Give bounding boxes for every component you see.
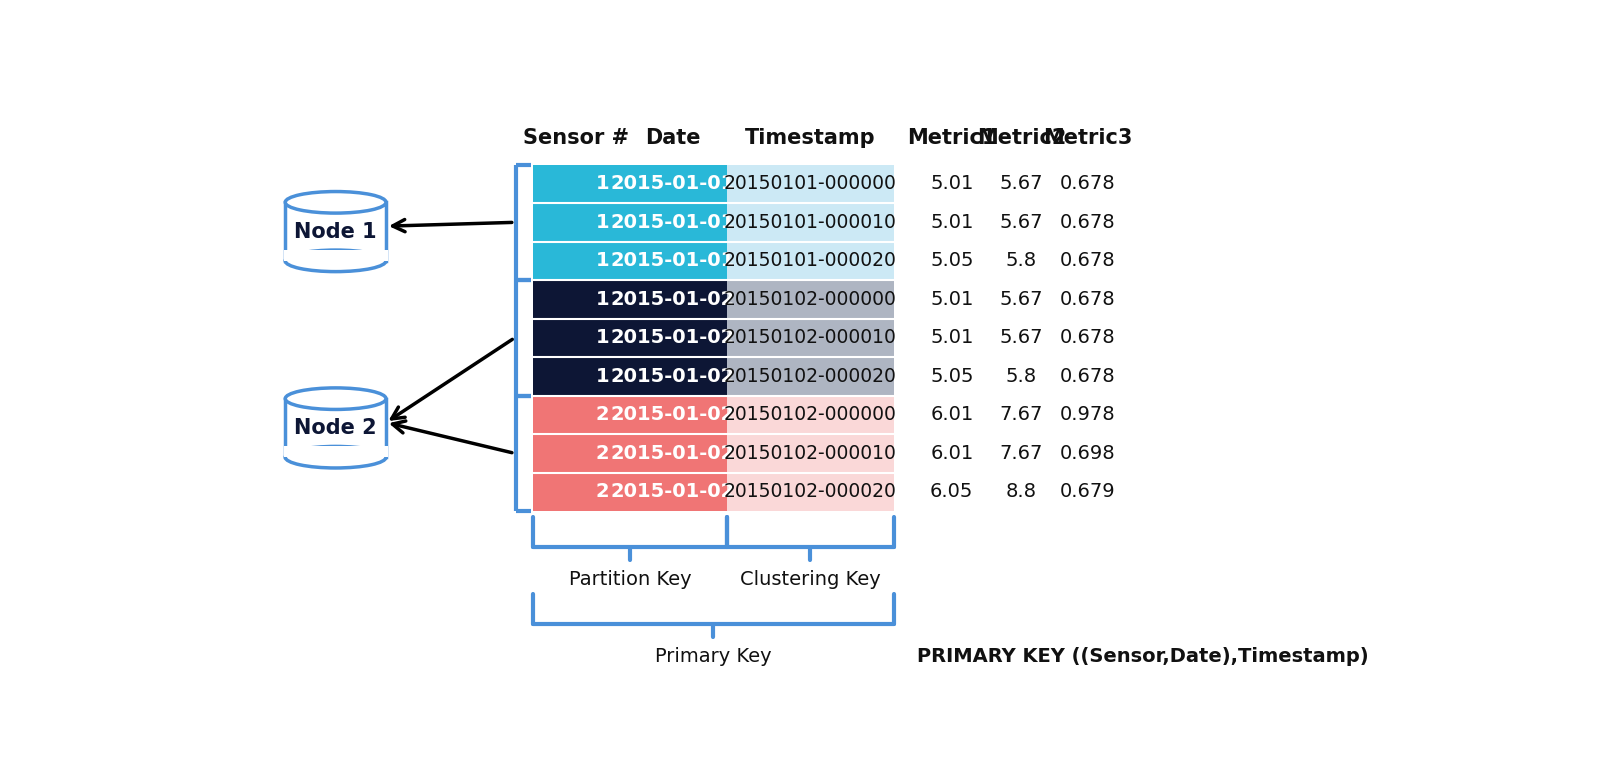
- Bar: [726, 319, 894, 357]
- Text: 20150101-000020: 20150101-000020: [723, 251, 896, 271]
- Text: 5.8: 5.8: [1006, 367, 1037, 386]
- Text: 6.05: 6.05: [930, 482, 973, 501]
- Text: 1: 1: [595, 213, 610, 232]
- Text: 20150102-000020: 20150102-000020: [723, 482, 896, 501]
- Text: 5.8: 5.8: [1006, 251, 1037, 271]
- Text: 2015-01-01: 2015-01-01: [611, 251, 734, 271]
- Text: 0.678: 0.678: [1059, 174, 1115, 194]
- Text: 1: 1: [595, 367, 610, 386]
- Bar: [533, 242, 726, 280]
- Text: 2015-01-02: 2015-01-02: [611, 328, 734, 347]
- Text: 5.01: 5.01: [930, 290, 973, 309]
- Text: 20150101-000010: 20150101-000010: [723, 213, 896, 232]
- Ellipse shape: [285, 447, 386, 468]
- Bar: [533, 434, 726, 472]
- Bar: [726, 280, 894, 319]
- Text: 5.01: 5.01: [930, 328, 973, 347]
- Text: Sensor #: Sensor #: [523, 128, 629, 148]
- Bar: [533, 395, 726, 434]
- Text: Node 2: Node 2: [294, 418, 378, 438]
- Text: 5.67: 5.67: [1000, 328, 1043, 347]
- Text: 0.978: 0.978: [1059, 405, 1115, 424]
- Bar: [283, 447, 387, 457]
- Text: 0.678: 0.678: [1059, 367, 1115, 386]
- Text: Date: Date: [645, 128, 701, 148]
- Bar: [726, 395, 894, 434]
- Text: Timestamp: Timestamp: [746, 128, 875, 148]
- Text: 7.67: 7.67: [1000, 443, 1043, 463]
- Text: 2015-01-02: 2015-01-02: [611, 405, 734, 424]
- Text: 2: 2: [595, 405, 610, 424]
- Text: 6.01: 6.01: [930, 443, 973, 463]
- Text: 7.67: 7.67: [1000, 405, 1043, 424]
- Text: 20150102-000000: 20150102-000000: [723, 290, 896, 309]
- Bar: [726, 472, 894, 511]
- Text: Metric3: Metric3: [1043, 128, 1133, 148]
- Text: Partition Key: Partition Key: [570, 570, 691, 588]
- Text: 2015-01-01: 2015-01-01: [611, 174, 734, 194]
- Bar: [533, 319, 726, 357]
- Text: 5.05: 5.05: [930, 251, 973, 271]
- Text: Node 1: Node 1: [294, 222, 378, 242]
- Text: 2015-01-02: 2015-01-02: [611, 443, 734, 463]
- Text: 2015-01-02: 2015-01-02: [611, 482, 734, 501]
- Text: 6.01: 6.01: [930, 405, 973, 424]
- Text: 5.67: 5.67: [1000, 290, 1043, 309]
- Text: 0.698: 0.698: [1059, 443, 1115, 463]
- Text: 20150101-000000: 20150101-000000: [723, 174, 896, 194]
- Text: 0.679: 0.679: [1059, 482, 1115, 501]
- Text: 20150102-000000: 20150102-000000: [723, 405, 896, 424]
- Bar: [533, 472, 726, 511]
- Text: 2015-01-02: 2015-01-02: [611, 290, 734, 309]
- Text: 1: 1: [595, 328, 610, 347]
- Bar: [726, 242, 894, 280]
- Ellipse shape: [285, 388, 386, 409]
- Text: 5.01: 5.01: [930, 213, 973, 232]
- Text: 2: 2: [595, 443, 610, 463]
- Text: Metric1: Metric1: [907, 128, 997, 148]
- Ellipse shape: [285, 250, 386, 271]
- Bar: [285, 203, 386, 261]
- Text: 0.678: 0.678: [1059, 290, 1115, 309]
- Text: 1: 1: [595, 290, 610, 309]
- Text: 1: 1: [595, 174, 610, 194]
- Text: PRIMARY KEY ((Sensor,Date),Timestamp): PRIMARY KEY ((Sensor,Date),Timestamp): [917, 647, 1368, 666]
- Bar: [726, 434, 894, 472]
- Text: 0.678: 0.678: [1059, 251, 1115, 271]
- Text: 5.05: 5.05: [930, 367, 973, 386]
- Text: Metric2: Metric2: [978, 128, 1066, 148]
- Bar: [533, 280, 726, 319]
- Text: 5.67: 5.67: [1000, 213, 1043, 232]
- Text: 2015-01-02: 2015-01-02: [611, 367, 734, 386]
- Ellipse shape: [285, 191, 386, 213]
- Text: 20150102-000010: 20150102-000010: [723, 443, 896, 463]
- Text: Primary Key: Primary Key: [654, 647, 771, 666]
- Text: Clustering Key: Clustering Key: [739, 570, 880, 588]
- Text: 5.67: 5.67: [1000, 174, 1043, 194]
- Text: 1: 1: [595, 251, 610, 271]
- Bar: [533, 203, 726, 242]
- Bar: [726, 203, 894, 242]
- Bar: [726, 165, 894, 203]
- Bar: [533, 165, 726, 203]
- Text: 20150102-000010: 20150102-000010: [723, 328, 896, 347]
- Text: 0.678: 0.678: [1059, 213, 1115, 232]
- Bar: [726, 357, 894, 395]
- Text: 8.8: 8.8: [1006, 482, 1037, 501]
- Bar: [283, 250, 387, 261]
- Text: 2: 2: [595, 482, 610, 501]
- Text: 20150102-000020: 20150102-000020: [723, 367, 896, 386]
- Bar: [285, 399, 386, 457]
- Text: 5.01: 5.01: [930, 174, 973, 194]
- Text: 0.678: 0.678: [1059, 328, 1115, 347]
- Bar: [533, 357, 726, 395]
- Text: 2015-01-01: 2015-01-01: [611, 213, 734, 232]
